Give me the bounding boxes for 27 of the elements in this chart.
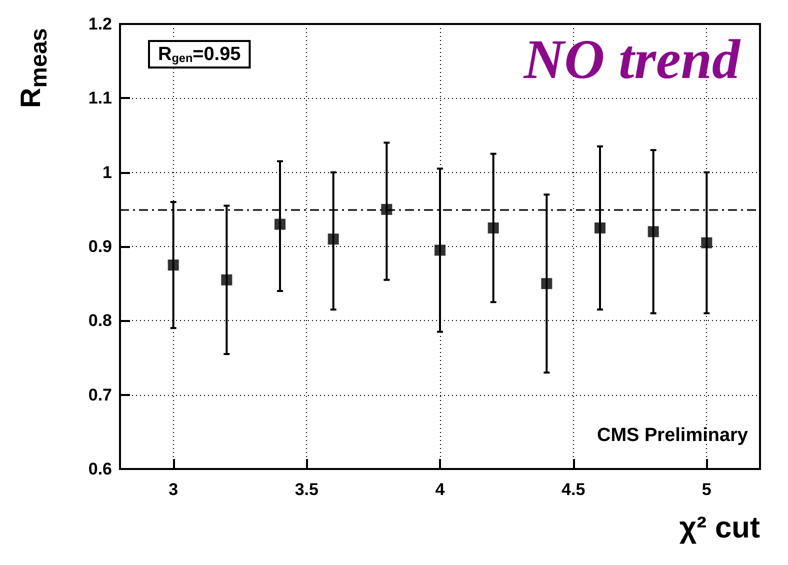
point bbox=[541, 278, 552, 290]
x-tick-label: 4.5 bbox=[562, 480, 586, 499]
annotation: CMS Preliminary bbox=[597, 425, 748, 446]
point bbox=[221, 274, 232, 286]
y-tick-label: 0.9 bbox=[88, 237, 112, 256]
point bbox=[274, 218, 286, 230]
y-tick-label: 0.6 bbox=[88, 460, 112, 478]
point bbox=[488, 222, 499, 234]
y-tick-label: 1 bbox=[102, 162, 112, 182]
annotation: Rgen=0.95 bbox=[158, 44, 242, 66]
x-tick-label: 3.5 bbox=[294, 480, 318, 499]
point bbox=[701, 237, 712, 248]
x-tick-label: 3 bbox=[168, 480, 178, 499]
point bbox=[168, 260, 179, 271]
x-tick-label: 5 bbox=[702, 480, 712, 499]
y-tick-label: 1.2 bbox=[88, 14, 112, 34]
y-tick-label: 0.7 bbox=[88, 385, 112, 404]
y-tick-label: 1.1 bbox=[88, 88, 112, 108]
point bbox=[648, 226, 659, 238]
point bbox=[434, 244, 446, 256]
annotation: NO trend bbox=[522, 29, 741, 91]
point bbox=[594, 222, 606, 234]
y-tick-label: 0.8 bbox=[88, 311, 112, 330]
x-axis-title: χ² cut bbox=[679, 512, 760, 544]
x-tick-label: 4 bbox=[435, 480, 446, 499]
point bbox=[381, 204, 392, 215]
point bbox=[328, 234, 339, 245]
